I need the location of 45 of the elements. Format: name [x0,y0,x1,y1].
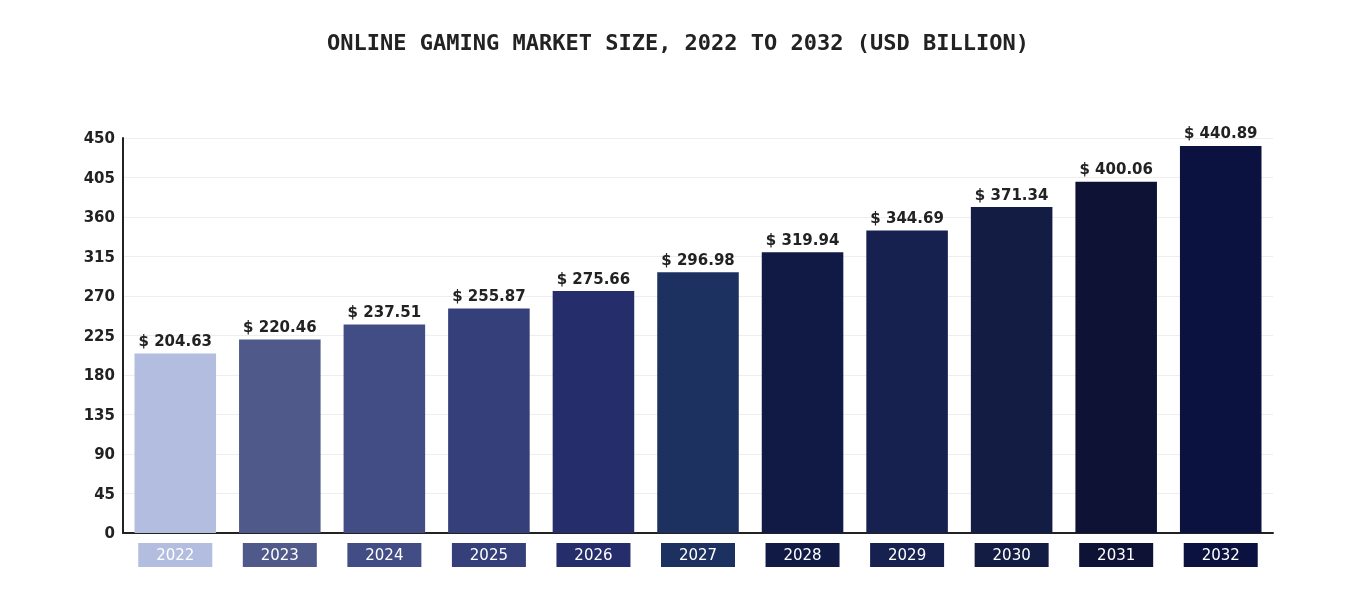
y-tick-label: 135 [83,405,115,424]
x-tick-label: 2031 [1097,546,1136,564]
data-label: $ 255.87 [452,286,526,305]
bar [1179,146,1262,533]
x-tick-label: 2024 [365,546,404,564]
y-tick-label: 270 [83,287,115,305]
y-tick-label: 450 [83,129,115,147]
data-label: $ 319.94 [765,230,840,249]
data-label: $ 204.63 [138,331,213,350]
data-label: $ 220.46 [243,317,317,336]
bar [970,207,1053,533]
x-tick-label: 2026 [574,546,613,564]
data-label: $ 400.06 [1079,160,1153,179]
bar [657,272,739,533]
bar [552,291,635,533]
bar [1075,181,1157,533]
y-tick-label: 45 [94,484,115,503]
data-label: $ 275.66 [556,269,631,288]
y-tick-label: 315 [83,247,115,266]
data-label: $ 344.69 [870,208,944,227]
x-tick-label: 2027 [678,546,718,564]
y-tick-label: 90 [94,445,115,463]
y-tick-label: 180 [83,366,115,384]
y-tick-label: 0 [104,524,115,542]
bar [448,308,530,533]
chart-title: ONLINE GAMING MARKET SIZE, 2022 TO 2032 (USD BILLION) [327,29,1029,55]
y-tick-label: 360 [83,208,115,226]
y-tick-label: 225 [83,326,115,345]
bar [761,252,844,533]
x-tick-label: 2023 [260,546,299,564]
x-tick-label: 2022 [156,546,195,564]
bar [343,324,426,533]
x-tick-label: 2028 [783,546,822,564]
y-tick-label: 405 [83,168,115,187]
bar [239,339,321,533]
x-tick-label: 2025 [469,546,508,564]
data-label: $ 296.98 [661,250,735,269]
bar [866,230,948,533]
data-label: $ 371.34 [974,185,1049,204]
bar [134,353,217,533]
x-tick-label: 2032 [1201,546,1240,564]
data-label: $ 237.51 [347,303,422,322]
x-tick-label: 2029 [888,546,927,564]
data-label: $ 440.89 [1183,124,1258,143]
x-tick-label: 2030 [992,546,1031,564]
